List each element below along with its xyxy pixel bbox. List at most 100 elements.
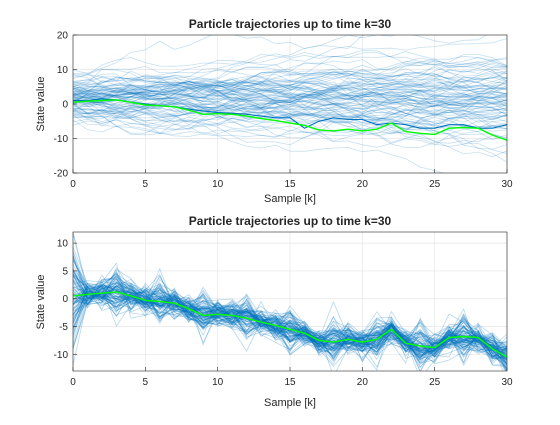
particle-trajectory bbox=[73, 269, 507, 371]
particle-trajectory bbox=[73, 113, 507, 133]
x-axis-label: Sample [k] bbox=[264, 193, 316, 205]
particle-trajectory bbox=[73, 273, 507, 359]
particle-trajectory bbox=[73, 96, 507, 122]
particle-trajectory bbox=[73, 73, 507, 121]
particle-trajectory bbox=[73, 84, 507, 111]
particle-trajectory bbox=[73, 79, 507, 102]
particle-trajectory bbox=[73, 66, 507, 104]
particle-trajectory bbox=[73, 52, 507, 98]
particle-trajectory bbox=[73, 274, 507, 356]
y-tick-label: -10 bbox=[54, 350, 69, 361]
y-tick-label: 10 bbox=[57, 65, 69, 76]
particle-trajectory bbox=[73, 81, 507, 104]
particle-trajectory bbox=[73, 69, 507, 102]
particle-trajectory bbox=[73, 77, 507, 108]
particle-trajectory bbox=[73, 276, 507, 366]
particle-trajectory bbox=[73, 82, 507, 120]
particle-trajectory bbox=[73, 70, 507, 107]
x-tick-label: 10 bbox=[212, 179, 224, 190]
x-tick-label: 20 bbox=[357, 179, 369, 190]
particle-trajectory bbox=[73, 286, 507, 360]
particle-trajectory bbox=[73, 95, 507, 125]
particle-trajectory bbox=[73, 285, 507, 366]
particle-trajectory bbox=[73, 85, 507, 127]
particle-trajectory bbox=[73, 258, 507, 367]
particle-trajectory bbox=[73, 289, 507, 367]
particle-trajectory bbox=[73, 76, 507, 112]
particle-trajectory bbox=[73, 95, 507, 113]
particle-trajectory bbox=[73, 285, 507, 359]
particle-trajectory bbox=[73, 278, 507, 358]
particle-trajectory bbox=[73, 251, 507, 360]
particle-trajectory bbox=[73, 284, 507, 364]
x-tick-label: 5 bbox=[143, 377, 149, 388]
particle-trajectory bbox=[73, 76, 507, 141]
particle-trajectory bbox=[73, 287, 507, 362]
particle-trajectory bbox=[73, 71, 507, 91]
particle-trajectory bbox=[73, 79, 507, 103]
particle-trajectory bbox=[73, 284, 507, 356]
particle-trajectory bbox=[73, 275, 507, 356]
particle-trajectory bbox=[73, 114, 507, 148]
particle-trajectory bbox=[73, 113, 507, 140]
particle-trajectory bbox=[73, 83, 507, 121]
particle-trajectory bbox=[73, 273, 507, 371]
particle-trajectory bbox=[73, 232, 507, 371]
particle-trajectory bbox=[73, 91, 507, 126]
particle-trajectory bbox=[73, 282, 507, 357]
true-state-line bbox=[73, 99, 507, 141]
particle-trajectory bbox=[73, 288, 507, 358]
x-tick-label: 10 bbox=[212, 377, 224, 388]
y-tick-label: 5 bbox=[62, 266, 68, 277]
particle-trajectory bbox=[73, 285, 507, 365]
particle-trajectory bbox=[73, 95, 507, 134]
particle-trajectory bbox=[73, 267, 507, 361]
particle-trajectory bbox=[73, 95, 507, 130]
particle-trajectory bbox=[73, 274, 507, 352]
particle-trajectory bbox=[73, 86, 507, 104]
y-tick-label: -10 bbox=[54, 134, 69, 145]
particle-trajectory bbox=[73, 274, 507, 352]
particle-trajectory bbox=[73, 71, 507, 100]
particle-trajectory bbox=[73, 288, 507, 355]
particle-trajectory bbox=[73, 68, 507, 94]
particle-trajectory bbox=[73, 260, 507, 366]
tick-marks: 0 5 10 15 20 25 30 -10 -5 0 5 10 bbox=[54, 239, 513, 388]
particle-trajectory bbox=[73, 76, 507, 115]
particle-trajectory bbox=[73, 255, 507, 354]
particle-trajectory bbox=[73, 92, 507, 111]
particle-trajectory bbox=[73, 112, 507, 143]
particle-trajectory bbox=[73, 104, 507, 132]
particle-trajectory bbox=[73, 283, 507, 359]
particle-trajectory bbox=[73, 282, 507, 365]
particle-trajectory bbox=[73, 273, 507, 363]
particle-trajectory bbox=[73, 92, 507, 129]
particle-trajectory bbox=[73, 84, 507, 123]
particle-trajectory bbox=[73, 259, 507, 353]
true-state-line bbox=[73, 291, 507, 358]
particle-trajectory bbox=[73, 284, 507, 366]
particle-trajectory bbox=[73, 255, 507, 355]
particle-trajectory bbox=[73, 264, 507, 364]
tick-marks: 0 5 10 15 20 25 30 -20 -10 0 10 20 bbox=[54, 31, 513, 191]
particle-trajectory bbox=[73, 101, 507, 126]
particle-trajectory bbox=[73, 86, 507, 123]
particle-trajectory bbox=[73, 49, 507, 85]
particle-trajectory bbox=[73, 87, 507, 107]
particle-trajectory bbox=[73, 255, 507, 371]
particle-trajectory bbox=[73, 279, 507, 356]
y-axis-label: State value bbox=[35, 76, 47, 131]
particle-trajectory bbox=[73, 97, 507, 158]
x-tick-label: 25 bbox=[429, 179, 441, 190]
y-tick-label: -20 bbox=[54, 169, 69, 180]
x-tick-label: 30 bbox=[501, 179, 513, 190]
particle-trajectory bbox=[73, 95, 507, 116]
particle-trajectory bbox=[73, 278, 507, 360]
x-tick-label: 20 bbox=[357, 377, 369, 388]
x-axis-label: Sample [k] bbox=[264, 397, 316, 409]
y-tick-label: 0 bbox=[62, 100, 68, 111]
particle-trajectory bbox=[73, 272, 507, 361]
particle-trajectory bbox=[73, 90, 507, 116]
particle-trajectory bbox=[73, 93, 507, 129]
particle-trajectory bbox=[73, 275, 507, 365]
